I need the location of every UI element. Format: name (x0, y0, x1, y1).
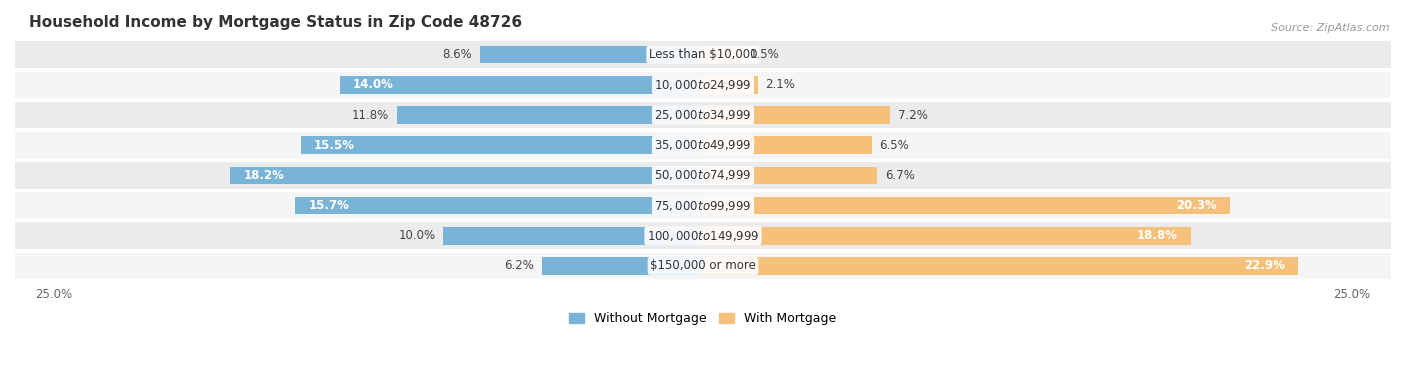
Bar (1, 132, 1405, 158)
Bar (1, 223, 1405, 249)
Bar (301, 136, 703, 154)
Bar (1, 253, 1405, 279)
Text: 7.2%: 7.2% (897, 108, 928, 122)
Text: $75,000 to $99,999: $75,000 to $99,999 (654, 198, 752, 212)
Text: 18.8%: 18.8% (1137, 229, 1178, 242)
Text: 11.8%: 11.8% (352, 108, 389, 122)
Text: 20.3%: 20.3% (1177, 199, 1218, 212)
Text: $10,000 to $24,999: $10,000 to $24,999 (654, 78, 752, 92)
Bar (295, 197, 703, 214)
Text: 10.0%: 10.0% (398, 229, 436, 242)
Text: 6.5%: 6.5% (880, 139, 910, 152)
Legend: Without Mortgage, With Mortgage: Without Mortgage, With Mortgage (564, 307, 842, 330)
Bar (479, 46, 703, 64)
Bar (703, 197, 1230, 214)
Bar (1, 71, 1405, 98)
Bar (231, 167, 703, 184)
Text: $150,000 or more: $150,000 or more (650, 259, 756, 273)
Bar (543, 257, 703, 275)
Text: 15.5%: 15.5% (314, 139, 354, 152)
Bar (703, 106, 890, 124)
Bar (1, 102, 1405, 129)
Text: Household Income by Mortgage Status in Zip Code 48726: Household Income by Mortgage Status in Z… (28, 15, 522, 30)
Bar (339, 76, 703, 94)
Bar (703, 136, 872, 154)
Text: 22.9%: 22.9% (1244, 259, 1285, 273)
Bar (703, 257, 1298, 275)
Bar (1, 42, 1405, 68)
Text: 6.2%: 6.2% (505, 259, 534, 273)
Bar (703, 227, 1191, 245)
Text: 1.5%: 1.5% (749, 48, 779, 61)
Bar (1, 162, 1405, 189)
Bar (396, 106, 703, 124)
Bar (703, 167, 877, 184)
Text: $100,000 to $149,999: $100,000 to $149,999 (647, 229, 759, 243)
Text: Source: ZipAtlas.com: Source: ZipAtlas.com (1271, 23, 1389, 33)
Text: $50,000 to $74,999: $50,000 to $74,999 (654, 169, 752, 183)
Text: 2.1%: 2.1% (765, 78, 796, 91)
Text: 8.6%: 8.6% (441, 48, 472, 61)
Bar (703, 46, 742, 64)
Bar (1, 192, 1405, 219)
Bar (703, 76, 758, 94)
Text: 15.7%: 15.7% (308, 199, 349, 212)
Bar (443, 227, 703, 245)
Text: Less than $10,000: Less than $10,000 (648, 48, 758, 61)
Text: 14.0%: 14.0% (353, 78, 394, 91)
Text: $35,000 to $49,999: $35,000 to $49,999 (654, 138, 752, 152)
Text: $25,000 to $34,999: $25,000 to $34,999 (654, 108, 752, 122)
Text: 18.2%: 18.2% (243, 169, 284, 182)
Text: 6.7%: 6.7% (884, 169, 915, 182)
